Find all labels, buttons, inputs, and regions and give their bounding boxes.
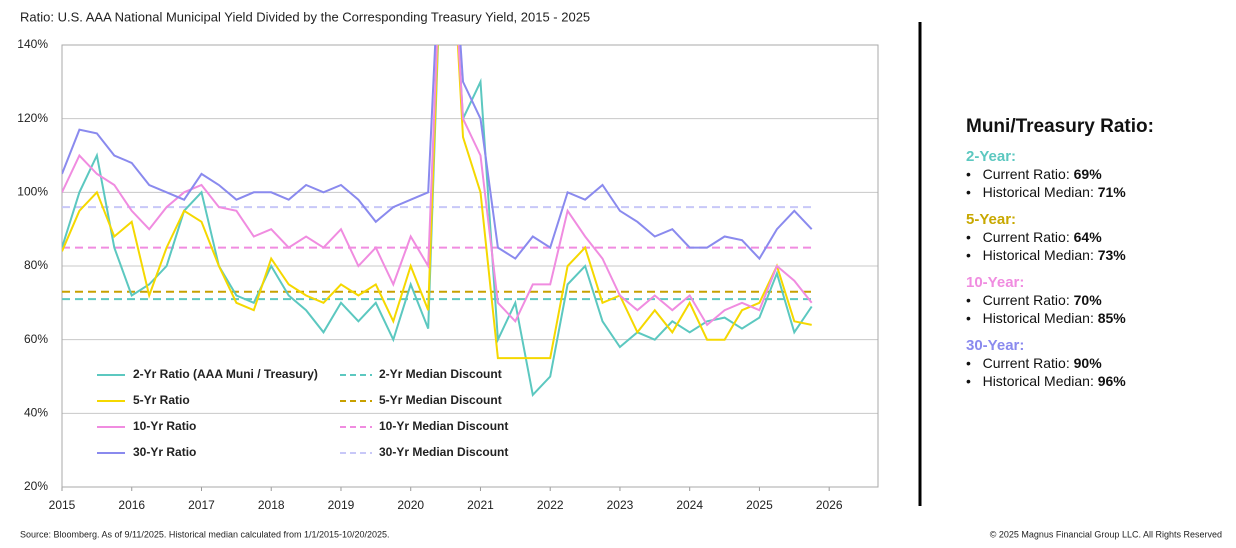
legend-label: 30-Yr Ratio bbox=[133, 445, 196, 459]
group-row: • Current Ratio: 69% bbox=[966, 166, 1102, 182]
row-label: Historical Median: bbox=[982, 247, 1094, 263]
series-line bbox=[62, 45, 813, 261]
group-header: 2-Year: bbox=[966, 148, 1017, 165]
source-note: Source: Bloomberg. As of 9/11/2025. Hist… bbox=[20, 529, 390, 539]
y-tick-label: 40% bbox=[24, 406, 48, 420]
row-value: 64% bbox=[1073, 229, 1102, 245]
y-tick-label: 80% bbox=[24, 258, 48, 272]
group-row: • Current Ratio: 70% bbox=[966, 292, 1102, 308]
plot-border bbox=[61, 44, 879, 488]
group-row: • Current Ratio: 64% bbox=[966, 229, 1102, 245]
legend-label: 10-Yr Median Discount bbox=[379, 419, 508, 433]
group-row: • Historical Median: 96% bbox=[966, 373, 1126, 389]
group-header: 5-Year: bbox=[966, 211, 1017, 228]
row-value: 70% bbox=[1073, 292, 1102, 308]
row-value: 69% bbox=[1073, 166, 1102, 182]
x-tick-label: 2017 bbox=[188, 498, 215, 512]
chart-title: Ratio: U.S. AAA National Municipal Yield… bbox=[20, 9, 590, 24]
x-tick-label: 2019 bbox=[328, 498, 355, 512]
plot-area bbox=[62, 45, 813, 398]
x-tick-label: 2020 bbox=[397, 498, 424, 512]
x-tick-label: 2025 bbox=[746, 498, 773, 512]
x-tick-label: 2021 bbox=[467, 498, 494, 512]
group-row: • Historical Median: 73% bbox=[966, 247, 1126, 263]
group-row: • Current Ratio: 90% bbox=[966, 355, 1102, 371]
group-row: • Historical Median: 85% bbox=[966, 310, 1126, 326]
row-label: Historical Median: bbox=[982, 310, 1094, 326]
x-tick-label: 2026 bbox=[816, 498, 843, 512]
x-tick-label: 2015 bbox=[49, 498, 76, 512]
row-label: Current Ratio: bbox=[982, 292, 1070, 308]
row-label: Current Ratio: bbox=[982, 355, 1070, 371]
copyright: © 2025 Magnus Financial Group LLC. All R… bbox=[990, 529, 1222, 539]
legend-label: 5-Yr Ratio bbox=[133, 393, 190, 407]
row-label: Current Ratio: bbox=[982, 166, 1070, 182]
y-tick-label: 100% bbox=[17, 185, 48, 199]
legend-label: 10-Yr Ratio bbox=[133, 419, 196, 433]
legend-label: 30-Yr Median Discount bbox=[379, 445, 508, 459]
y-tick-label: 140% bbox=[17, 37, 48, 51]
row-label: Historical Median: bbox=[982, 184, 1094, 200]
row-value: 85% bbox=[1097, 310, 1126, 326]
legend-label: 2-Yr Ratio (AAA Muni / Treasury) bbox=[133, 367, 318, 381]
x-tick-label: 2024 bbox=[676, 498, 703, 512]
row-value: 96% bbox=[1097, 373, 1126, 389]
series-line bbox=[62, 45, 813, 327]
summary-panel: Muni/Treasury Ratio: 2-Year: • Current Ra… bbox=[966, 116, 1226, 390]
x-tick-label: 2016 bbox=[118, 498, 145, 512]
x-tick-label: 2023 bbox=[607, 498, 634, 512]
row-value: 73% bbox=[1097, 247, 1126, 263]
group-header: 10-Year: bbox=[966, 274, 1025, 291]
row-label: Current Ratio: bbox=[982, 229, 1070, 245]
group-header: 30-Year: bbox=[966, 337, 1025, 354]
y-tick-label: 20% bbox=[24, 479, 48, 493]
legend-label: 5-Yr Median Discount bbox=[379, 393, 502, 407]
x-tick-label: 2022 bbox=[537, 498, 564, 512]
row-label: Historical Median: bbox=[982, 373, 1094, 389]
panel-title: Muni/Treasury Ratio: bbox=[966, 116, 1154, 137]
y-tick-label: 60% bbox=[24, 332, 48, 346]
y-tick-label: 120% bbox=[17, 111, 48, 125]
row-value: 90% bbox=[1073, 355, 1102, 371]
row-value: 71% bbox=[1097, 184, 1126, 200]
legend-label: 2-Yr Median Discount bbox=[379, 367, 502, 381]
x-tick-label: 2018 bbox=[258, 498, 285, 512]
group-row: • Historical Median: 71% bbox=[966, 184, 1126, 200]
